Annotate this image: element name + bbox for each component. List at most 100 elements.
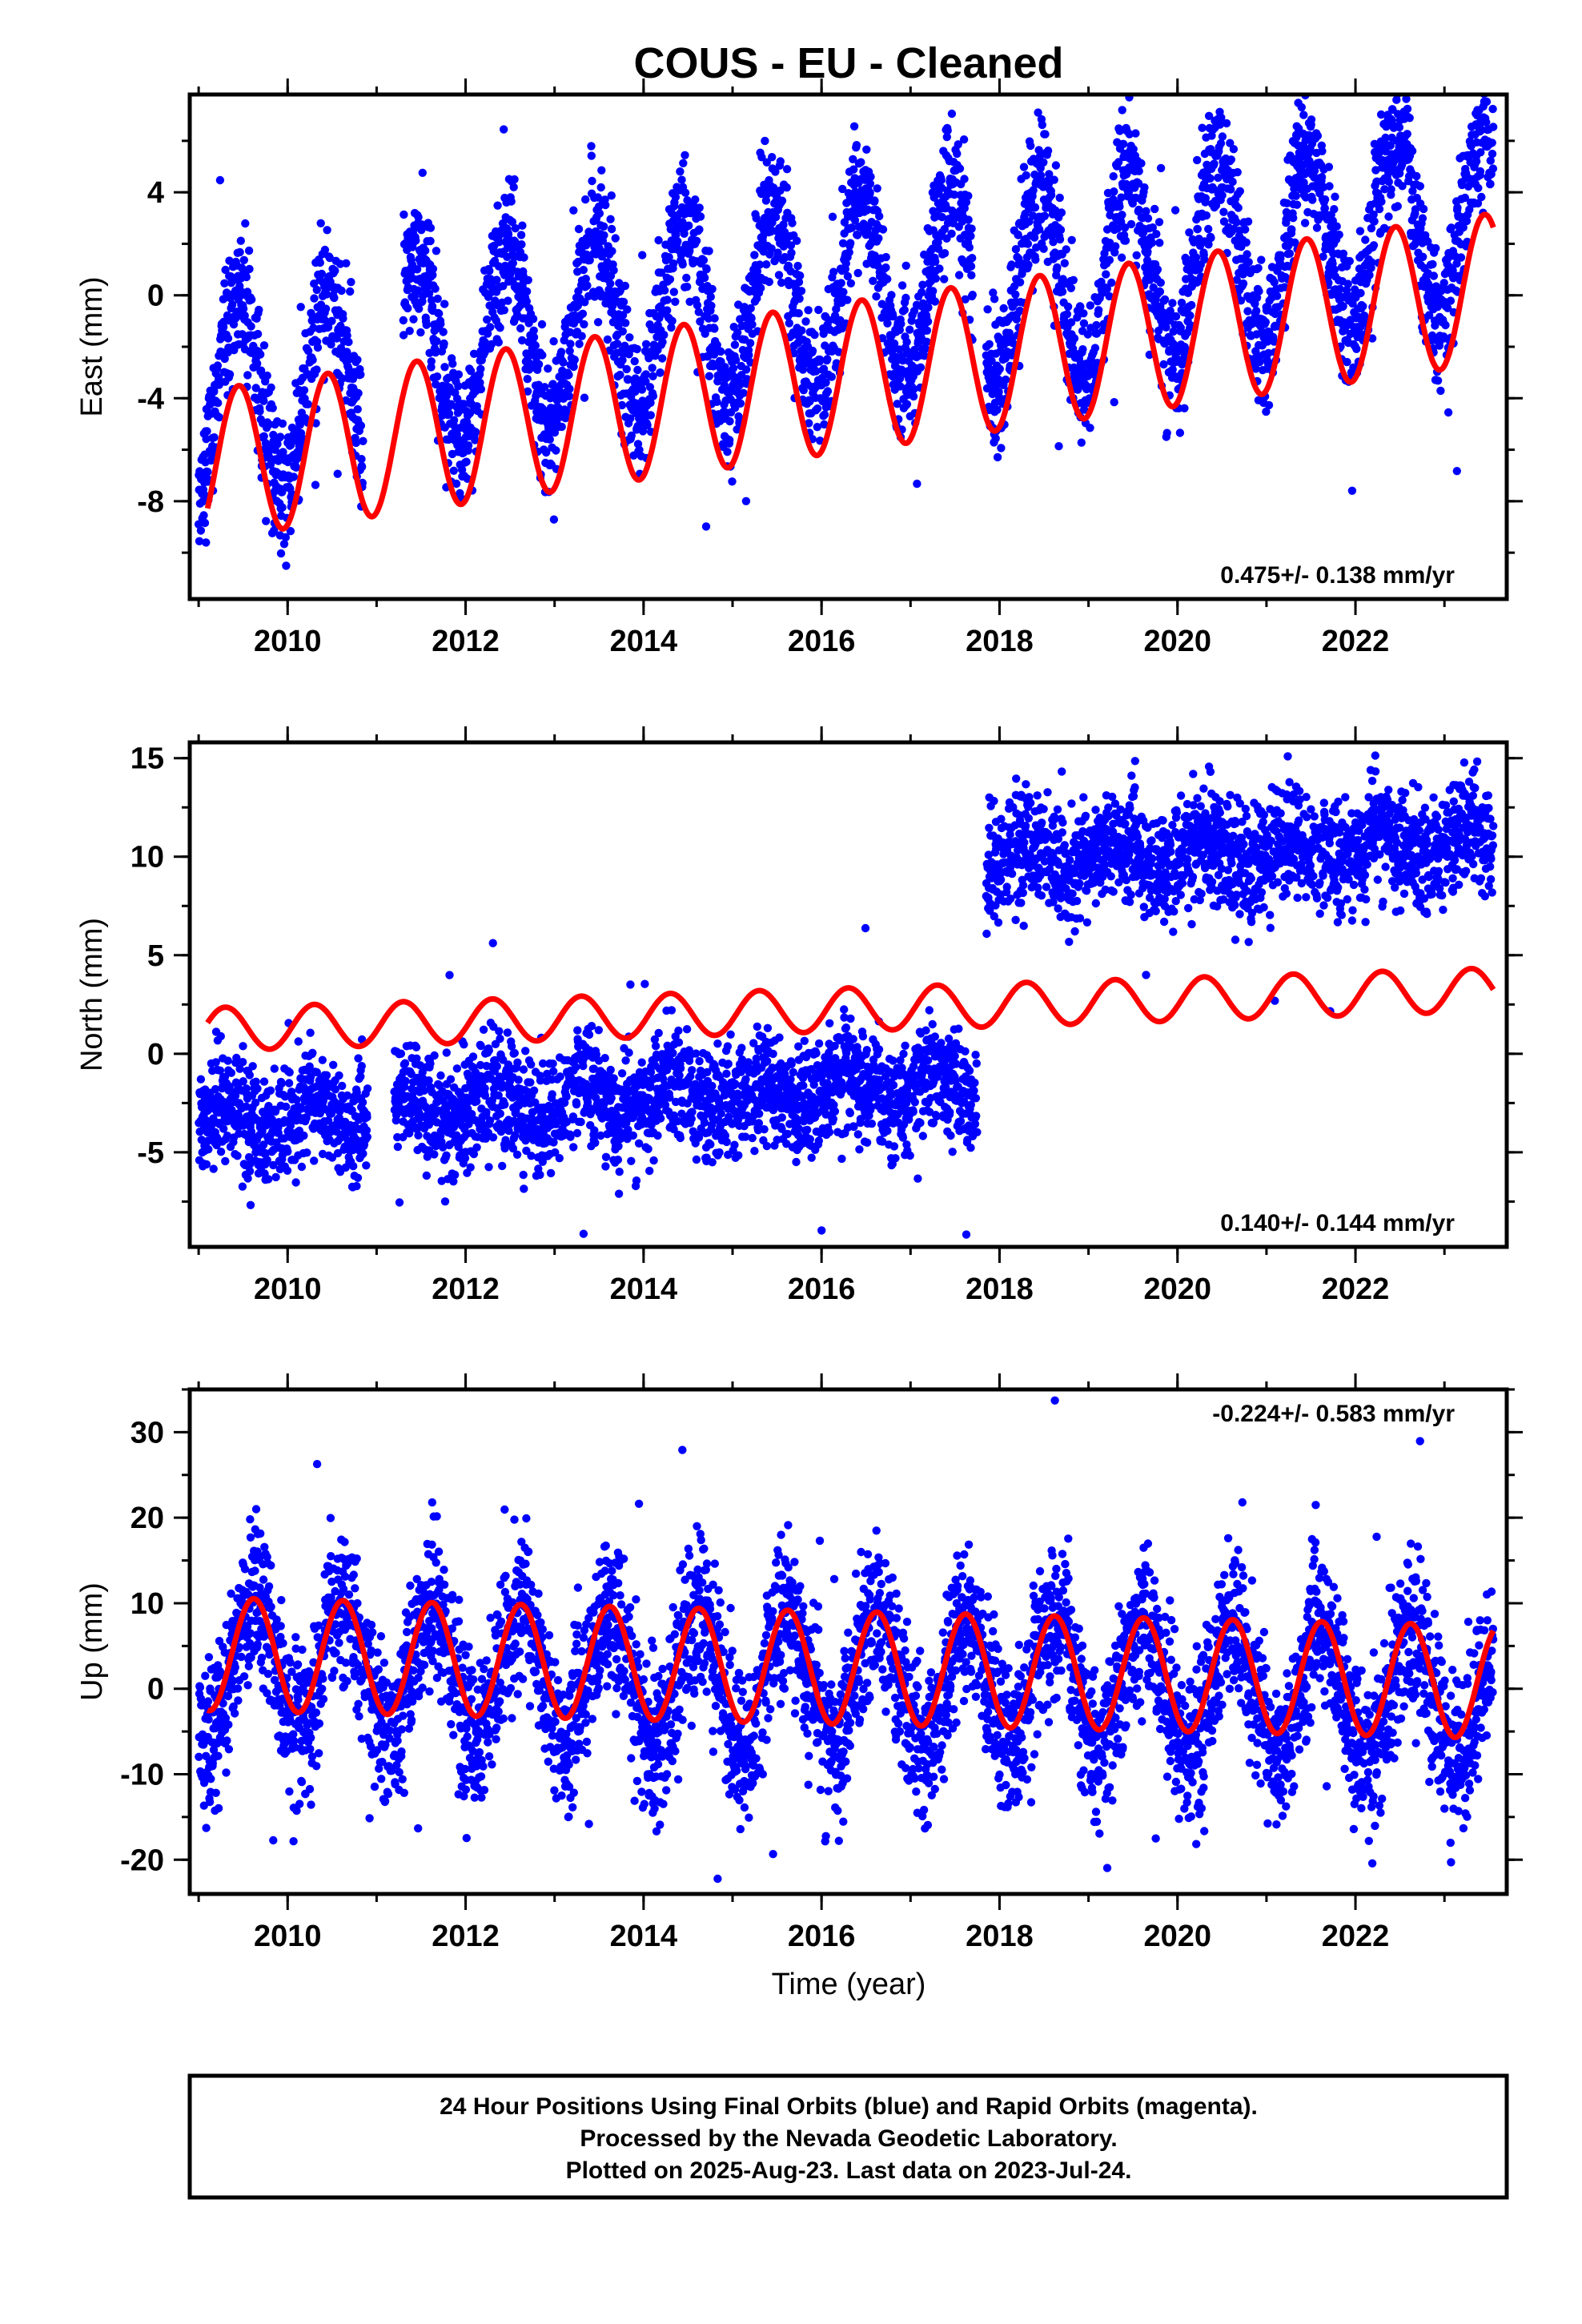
east-data-point <box>869 276 877 285</box>
x-tick-label: 2012 <box>432 625 500 658</box>
east-data-point <box>253 359 262 368</box>
east-data-point <box>549 515 559 524</box>
east-data-point <box>1405 114 1414 123</box>
east-data-point <box>1115 202 1124 211</box>
east-data-point <box>929 287 938 296</box>
east-data-point <box>1477 84 1485 92</box>
east-data-point <box>296 303 305 312</box>
east-data-point <box>611 234 620 243</box>
east-data-point <box>399 331 408 340</box>
east-data-point <box>820 410 829 419</box>
east-data-point <box>320 245 330 255</box>
east-data-point <box>585 255 594 265</box>
east-data-point <box>1264 400 1274 410</box>
north-data-point <box>248 1062 257 1071</box>
east-data-point <box>940 275 949 283</box>
east-data-point <box>1001 375 1010 384</box>
east-data-point <box>1384 212 1393 221</box>
east-data-point <box>699 255 709 265</box>
east-data-point <box>619 297 628 307</box>
east-data-point <box>1387 185 1395 194</box>
east-data-point <box>1155 239 1164 247</box>
east-data-point <box>1029 186 1038 195</box>
east-data-point <box>1154 218 1164 227</box>
east-data-point <box>849 155 857 163</box>
north-data-point <box>338 1081 347 1091</box>
east-data-point <box>901 261 910 270</box>
east-data-point <box>872 292 881 301</box>
east-data-point <box>1034 146 1043 155</box>
east-data-point <box>1024 260 1033 269</box>
east-data-point <box>215 413 224 422</box>
east-data-point <box>862 259 871 268</box>
east-data-point <box>492 275 501 284</box>
east-data-point <box>1370 217 1379 226</box>
east-data-point <box>1419 204 1428 214</box>
east-data-point <box>959 135 969 144</box>
north-data-point <box>216 1148 226 1156</box>
east-data-point <box>849 122 859 131</box>
east-data-point <box>439 328 448 336</box>
east-data-point <box>1488 164 1498 173</box>
east-data-point <box>901 293 910 303</box>
east-data-point <box>517 240 526 249</box>
east-data-point <box>1389 78 1397 86</box>
east-data-point <box>917 287 926 297</box>
east-data-point <box>679 159 688 167</box>
east-data-point <box>1307 115 1316 124</box>
east-data-point <box>847 223 857 232</box>
east-data-point <box>1153 265 1162 274</box>
east-data-point <box>1419 252 1427 261</box>
north-data-point <box>357 1062 366 1071</box>
east-data-point <box>846 279 856 287</box>
east-data-point <box>1355 227 1365 235</box>
east-data-point <box>896 382 905 391</box>
east-data-point <box>321 304 331 313</box>
east-data-point <box>1119 139 1128 148</box>
east-data-point <box>1431 243 1440 253</box>
north-data-point <box>239 1058 247 1067</box>
north-data-point <box>363 1084 372 1093</box>
east-data-point <box>1486 179 1495 188</box>
east-data-point <box>993 452 1002 462</box>
north-data-point <box>281 1102 291 1112</box>
east-data-point <box>656 368 665 377</box>
east-data-point <box>1054 442 1063 451</box>
east-data-point <box>658 354 667 363</box>
x-tick-label: 2020 <box>1143 625 1211 658</box>
east-data-point <box>866 172 875 181</box>
north-data-point <box>349 1162 358 1171</box>
east-data-point <box>531 341 540 350</box>
east-data-point <box>1023 239 1033 248</box>
east-data-point <box>337 286 346 296</box>
east-data-point <box>1126 219 1136 229</box>
east-data-point <box>1285 249 1295 258</box>
east-data-point <box>549 337 558 346</box>
east-data-point <box>1218 191 1227 200</box>
east-data-point <box>878 225 888 234</box>
north-data-point <box>412 1043 421 1051</box>
east-data-point <box>333 469 342 478</box>
east-data-point <box>967 271 976 279</box>
north-data-point <box>277 1079 286 1088</box>
east-data-point <box>253 329 263 339</box>
east-data-point <box>815 436 825 445</box>
east-data-point <box>399 316 408 325</box>
east-data-point <box>570 356 579 364</box>
east-data-point <box>810 330 819 340</box>
north-data-point <box>329 1060 338 1070</box>
north-data-point <box>209 1164 218 1173</box>
east-data-point <box>1134 205 1143 215</box>
east-data-point <box>1043 147 1053 155</box>
north-data-point <box>446 1075 456 1084</box>
east-data-point <box>676 167 685 176</box>
east-data-point <box>424 289 434 298</box>
east-data-point <box>865 188 874 197</box>
east-data-point <box>695 225 704 234</box>
east-data-point <box>1447 223 1456 232</box>
east-data-point <box>540 383 549 392</box>
east-data-point <box>938 212 946 222</box>
east-data-point <box>537 320 547 329</box>
east-data-point <box>622 364 631 374</box>
east-data-point <box>1242 238 1251 247</box>
